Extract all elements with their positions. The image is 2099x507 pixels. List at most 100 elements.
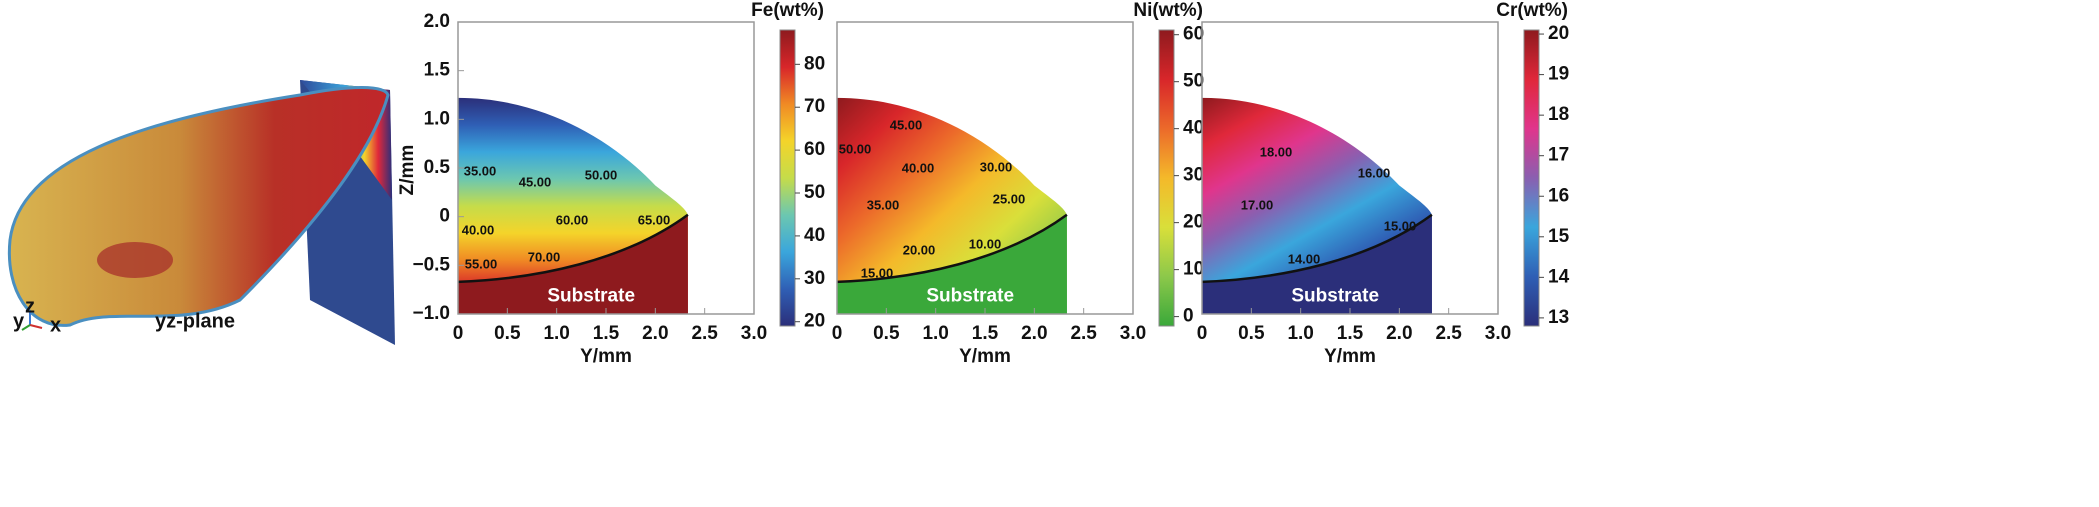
contour-label: 20.00 — [903, 242, 936, 257]
x-tick-label: 1.5 — [593, 323, 620, 344]
contour-label: 18.00 — [1260, 144, 1293, 159]
contour-label: 16.00 — [1358, 165, 1391, 180]
x-tick-label: 1.0 — [922, 323, 948, 344]
x-tick-label: 2.0 — [642, 323, 668, 344]
colorbar-tick-label: 15 — [1548, 226, 1570, 247]
region-label: Substrate — [1291, 285, 1379, 306]
contour-label: 15.00 — [1384, 218, 1417, 233]
colorbar-tick-label: 17 — [1548, 145, 1569, 166]
colorbar-tick-label: 50 — [1183, 71, 1204, 92]
contour-label: 35.00 — [867, 197, 900, 212]
colorbar-tick-label: 18 — [1548, 104, 1569, 125]
colorbar-tick-label: 20 — [804, 311, 825, 332]
y-tick-label: 1.0 — [424, 108, 450, 129]
colorbar-tick-label: 60 — [804, 139, 825, 160]
x-tick-label: 3.0 — [1485, 323, 1511, 344]
region-label: Substrate — [926, 285, 1014, 306]
substrate-field — [458, 214, 688, 314]
y-tick-label: −1.0 — [412, 303, 450, 324]
colorbar-tick-label: 20 — [1183, 212, 1204, 233]
contour-label: 30.00 — [980, 159, 1013, 174]
x-axis-title: Y/mm — [1324, 346, 1376, 367]
x-tick-label: 2.5 — [1435, 323, 1462, 344]
x-tick-label: 1.5 — [1337, 323, 1364, 344]
x-tick-label: 2.0 — [1386, 323, 1412, 344]
colorbar-tick-label: 30 — [804, 268, 825, 289]
y-tick-label: 0 — [439, 206, 450, 227]
y-tick-label: −0.5 — [412, 254, 450, 275]
colorbar-tick-label: 14 — [1548, 266, 1570, 287]
contour-label: 40.00 — [462, 222, 495, 237]
x-tick-label: 2.5 — [691, 323, 718, 344]
substrate-field — [837, 214, 1067, 314]
inset-label: yz-plane — [155, 310, 235, 332]
contour-label: 40.00 — [902, 160, 935, 175]
contour-label: 17.00 — [1241, 197, 1274, 212]
contour-label: 50.00 — [585, 167, 618, 182]
colorbar-tick-label: 19 — [1548, 64, 1569, 85]
contour-label: 14.00 — [1288, 251, 1321, 266]
colorbar — [1158, 29, 1175, 327]
contour-label: 15.00 — [861, 265, 894, 280]
x-tick-label: 0.5 — [1238, 323, 1265, 344]
y-tick-label: 0.5 — [424, 157, 451, 178]
axis-x-label: x — [50, 314, 61, 336]
axis-x — [29, 324, 43, 329]
y-axis-title: Z/mm — [397, 145, 418, 196]
contour-label: 50.00 — [839, 141, 872, 156]
x-tick-label: 0 — [453, 323, 464, 344]
colorbar-title: Fe(wt%) — [751, 0, 824, 21]
x-tick-label: 2.5 — [1070, 323, 1097, 344]
y-tick-label: 1.5 — [424, 60, 451, 81]
x-tick-label: 1.0 — [543, 323, 569, 344]
colorbar-tick-label: 50 — [804, 182, 825, 203]
y-tick-label: 2.0 — [424, 11, 450, 32]
colorbar-title: Cr(wt%) — [1496, 0, 1568, 21]
x-tick-label: 0 — [832, 323, 843, 344]
x-tick-label: 0.5 — [494, 323, 521, 344]
fusion-line — [836, 213, 1068, 284]
colorbar-tick-label: 30 — [1183, 165, 1204, 186]
colorbar — [1523, 29, 1540, 327]
colorbar-tick-label: 70 — [804, 96, 825, 117]
x-tick-label: 2.0 — [1021, 323, 1047, 344]
inset-render: y z x yz-plane — [7, 80, 395, 345]
colorbar-tick-label: 80 — [804, 53, 825, 74]
colorbar-title: Ni(wt%) — [1133, 0, 1203, 21]
x-axis-title: Y/mm — [580, 346, 632, 367]
region-label: Substrate — [547, 285, 635, 306]
colorbar-tick-label: 10 — [1183, 259, 1204, 280]
x-tick-label: 0.5 — [873, 323, 900, 344]
axis-y — [21, 324, 31, 331]
contour-label: 25.00 — [993, 191, 1026, 206]
substrate-field — [1202, 214, 1432, 314]
contour-label: 65.00 — [638, 212, 671, 227]
axis-z-label: z — [25, 295, 35, 317]
contour-label: 45.00 — [890, 117, 923, 132]
colorbar-tick-label: 40 — [804, 225, 825, 246]
x-axis-title: Y/mm — [959, 346, 1011, 367]
contour-label: 60.00 — [556, 212, 589, 227]
colorbar-tick-label: 40 — [1183, 118, 1204, 139]
x-tick-label: 1.5 — [972, 323, 999, 344]
contour-label: 35.00 — [464, 163, 497, 178]
colorbar-tick-label: 60 — [1183, 24, 1204, 45]
axis-y-label: y — [13, 310, 25, 332]
colorbar-tick-label: 13 — [1548, 307, 1569, 328]
contour-label: 70.00 — [528, 249, 561, 264]
colorbar — [779, 29, 796, 327]
fusion-line — [457, 213, 689, 284]
contour-label: 55.00 — [465, 256, 498, 271]
x-tick-label: 3.0 — [1120, 323, 1146, 344]
colorbar-tick-label: 16 — [1548, 185, 1569, 206]
colorbar-tick-label: 20 — [1548, 23, 1569, 44]
x-tick-label: 3.0 — [741, 323, 767, 344]
contour-label: 10.00 — [969, 236, 1002, 251]
contour-label: 45.00 — [519, 174, 552, 189]
x-tick-label: 0 — [1197, 323, 1208, 344]
fusion-line — [1201, 213, 1433, 284]
colorbar-tick-label: 0 — [1183, 306, 1194, 327]
inner-shape — [97, 242, 173, 278]
x-tick-label: 1.0 — [1287, 323, 1313, 344]
